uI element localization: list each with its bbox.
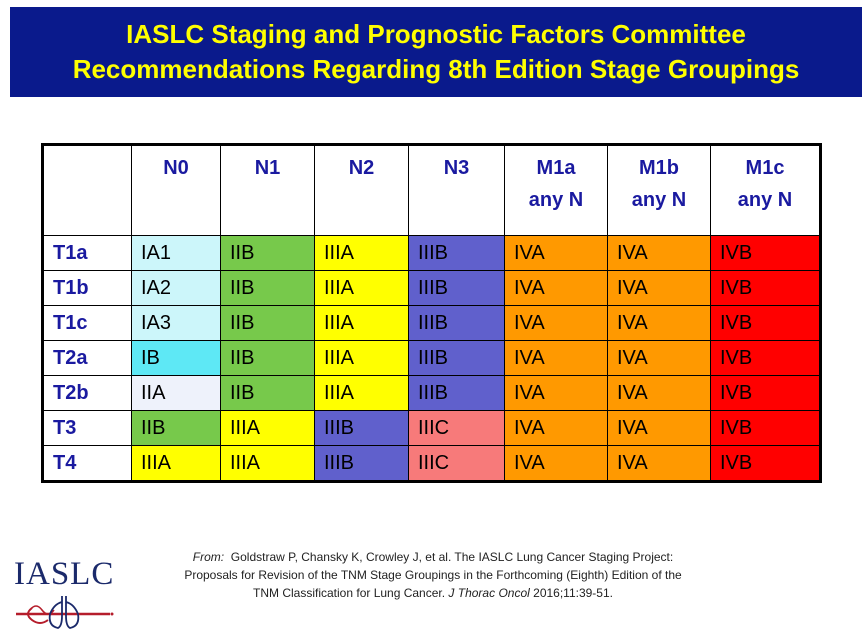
row-label: T4 [42, 445, 132, 482]
citation-line-3: TNM Classification for Lung Cancer. J Th… [253, 586, 613, 600]
stage-cell: IIIA [314, 270, 409, 306]
logo-text: IASLC [14, 556, 115, 592]
row-label: T1c [42, 305, 132, 341]
stage-cell: IVA [607, 235, 711, 271]
column-header: N0 [131, 144, 221, 236]
table-row: T1c IA3 IIB IIIA IIIB IVA IVA IVB [42, 305, 821, 341]
stage-cell: IIIB [314, 410, 409, 446]
stage-cell: IIB [220, 235, 315, 271]
table-row: T2a IB IIB IIIA IIIB IVA IVA IVB [42, 340, 821, 376]
column-header: N1 [220, 144, 315, 236]
stage-cell: IIIC [408, 445, 505, 482]
column-header: M1b any N [607, 144, 711, 236]
title-line-1: IASLC Staging and Prognostic Factors Com… [126, 19, 746, 49]
stage-cell: IA2 [131, 270, 221, 306]
corner-cell [42, 144, 132, 236]
stage-cell: IVB [710, 305, 821, 341]
stage-cell: IIIA [314, 375, 409, 411]
row-label: T2a [42, 340, 132, 376]
stage-cell: IIIA [314, 235, 409, 271]
citation-line-2: Proposals for Revision of the TNM Stage … [184, 568, 682, 582]
stage-cell: IIA [131, 375, 221, 411]
stage-cell: IA3 [131, 305, 221, 341]
row-label: T1a [42, 235, 132, 271]
stage-cell: IIB [220, 340, 315, 376]
table-row: T3 IIB IIIA IIIB IIIC IVA IVA IVB [42, 410, 821, 446]
column-header: N2 [314, 144, 409, 236]
stage-cell: IIIB [314, 445, 409, 482]
stage-cell: IVA [504, 375, 608, 411]
stage-cell: IVB [710, 445, 821, 482]
stage-cell: IVA [504, 235, 608, 271]
table-row: T1a IA1 IIB IIIA IIIB IVA IVA IVB [42, 235, 821, 271]
table-row: T4 IIIA IIIA IIIB IIIC IVA IVA IVB [42, 445, 821, 482]
citation-line-1: From: Goldstraw P, Chansky K, Crowley J,… [192, 550, 674, 564]
stage-cell: IVB [710, 410, 821, 446]
stage-cell: IVB [710, 270, 821, 306]
row-label: T1b [42, 270, 132, 306]
column-header: M1a any N [504, 144, 608, 236]
title-line-2: Recommendations Regarding 8th Edition St… [72, 54, 800, 84]
stage-cell: IA1 [131, 235, 221, 271]
table-row: T2b IIA IIB IIIA IIIB IVA IVA IVB [42, 375, 821, 411]
stage-cell: IVA [607, 340, 711, 376]
citation: From: Goldstraw P, Chansky K, Crowley J,… [168, 548, 698, 602]
stage-cell: IVA [504, 270, 608, 306]
lungs-caduceus-icon [16, 596, 114, 629]
column-header: N3 [408, 144, 505, 236]
stage-cell: IIB [220, 375, 315, 411]
row-label: T2b [42, 375, 132, 411]
stage-cell: IIIA [220, 445, 315, 482]
stage-cell: IIIB [408, 375, 505, 411]
stage-cell: IIIA [131, 445, 221, 482]
stage-cell: IVB [710, 235, 821, 271]
stage-cell: IIIA [314, 305, 409, 341]
row-label: T3 [42, 410, 132, 446]
stage-grouping-table: N0 N1 N2 N3 M1a any N M1b any N M1c any N T… [41, 143, 822, 483]
stage-cell: IVA [504, 445, 608, 482]
table-header-row: N0 N1 N2 N3 M1a any N M1b any N M1c any N [42, 144, 821, 236]
stage-cell: IVA [504, 340, 608, 376]
stage-cell: IVA [504, 305, 608, 341]
stage-cell: IIIB [408, 305, 505, 341]
stage-cell: IVA [607, 375, 711, 411]
stage-cell: IVB [710, 340, 821, 376]
title-banner: IASLC Staging and Prognostic Factors Com… [10, 7, 862, 97]
stage-cell: IVA [607, 445, 711, 482]
stage-cell: IB [131, 340, 221, 376]
stage-cell: IIIC [408, 410, 505, 446]
stage-cell: IVB [710, 375, 821, 411]
stage-cell: IVA [607, 270, 711, 306]
iaslc-logo: IASLC [14, 556, 114, 632]
stage-cell: IIIB [408, 340, 505, 376]
stage-cell: IIIB [408, 270, 505, 306]
stage-cell: IIB [131, 410, 221, 446]
column-header: M1c any N [710, 144, 821, 236]
stage-cell: IIB [220, 270, 315, 306]
stage-cell: IVA [504, 410, 608, 446]
stage-cell: IIIB [408, 235, 505, 271]
stage-cell: IVA [607, 305, 711, 341]
stage-cell: IIB [220, 305, 315, 341]
stage-cell: IIIA [220, 410, 315, 446]
stage-cell: IIIA [314, 340, 409, 376]
table-row: T1b IA2 IIB IIIA IIIB IVA IVA IVB [42, 270, 821, 306]
stage-cell: IVA [607, 410, 711, 446]
